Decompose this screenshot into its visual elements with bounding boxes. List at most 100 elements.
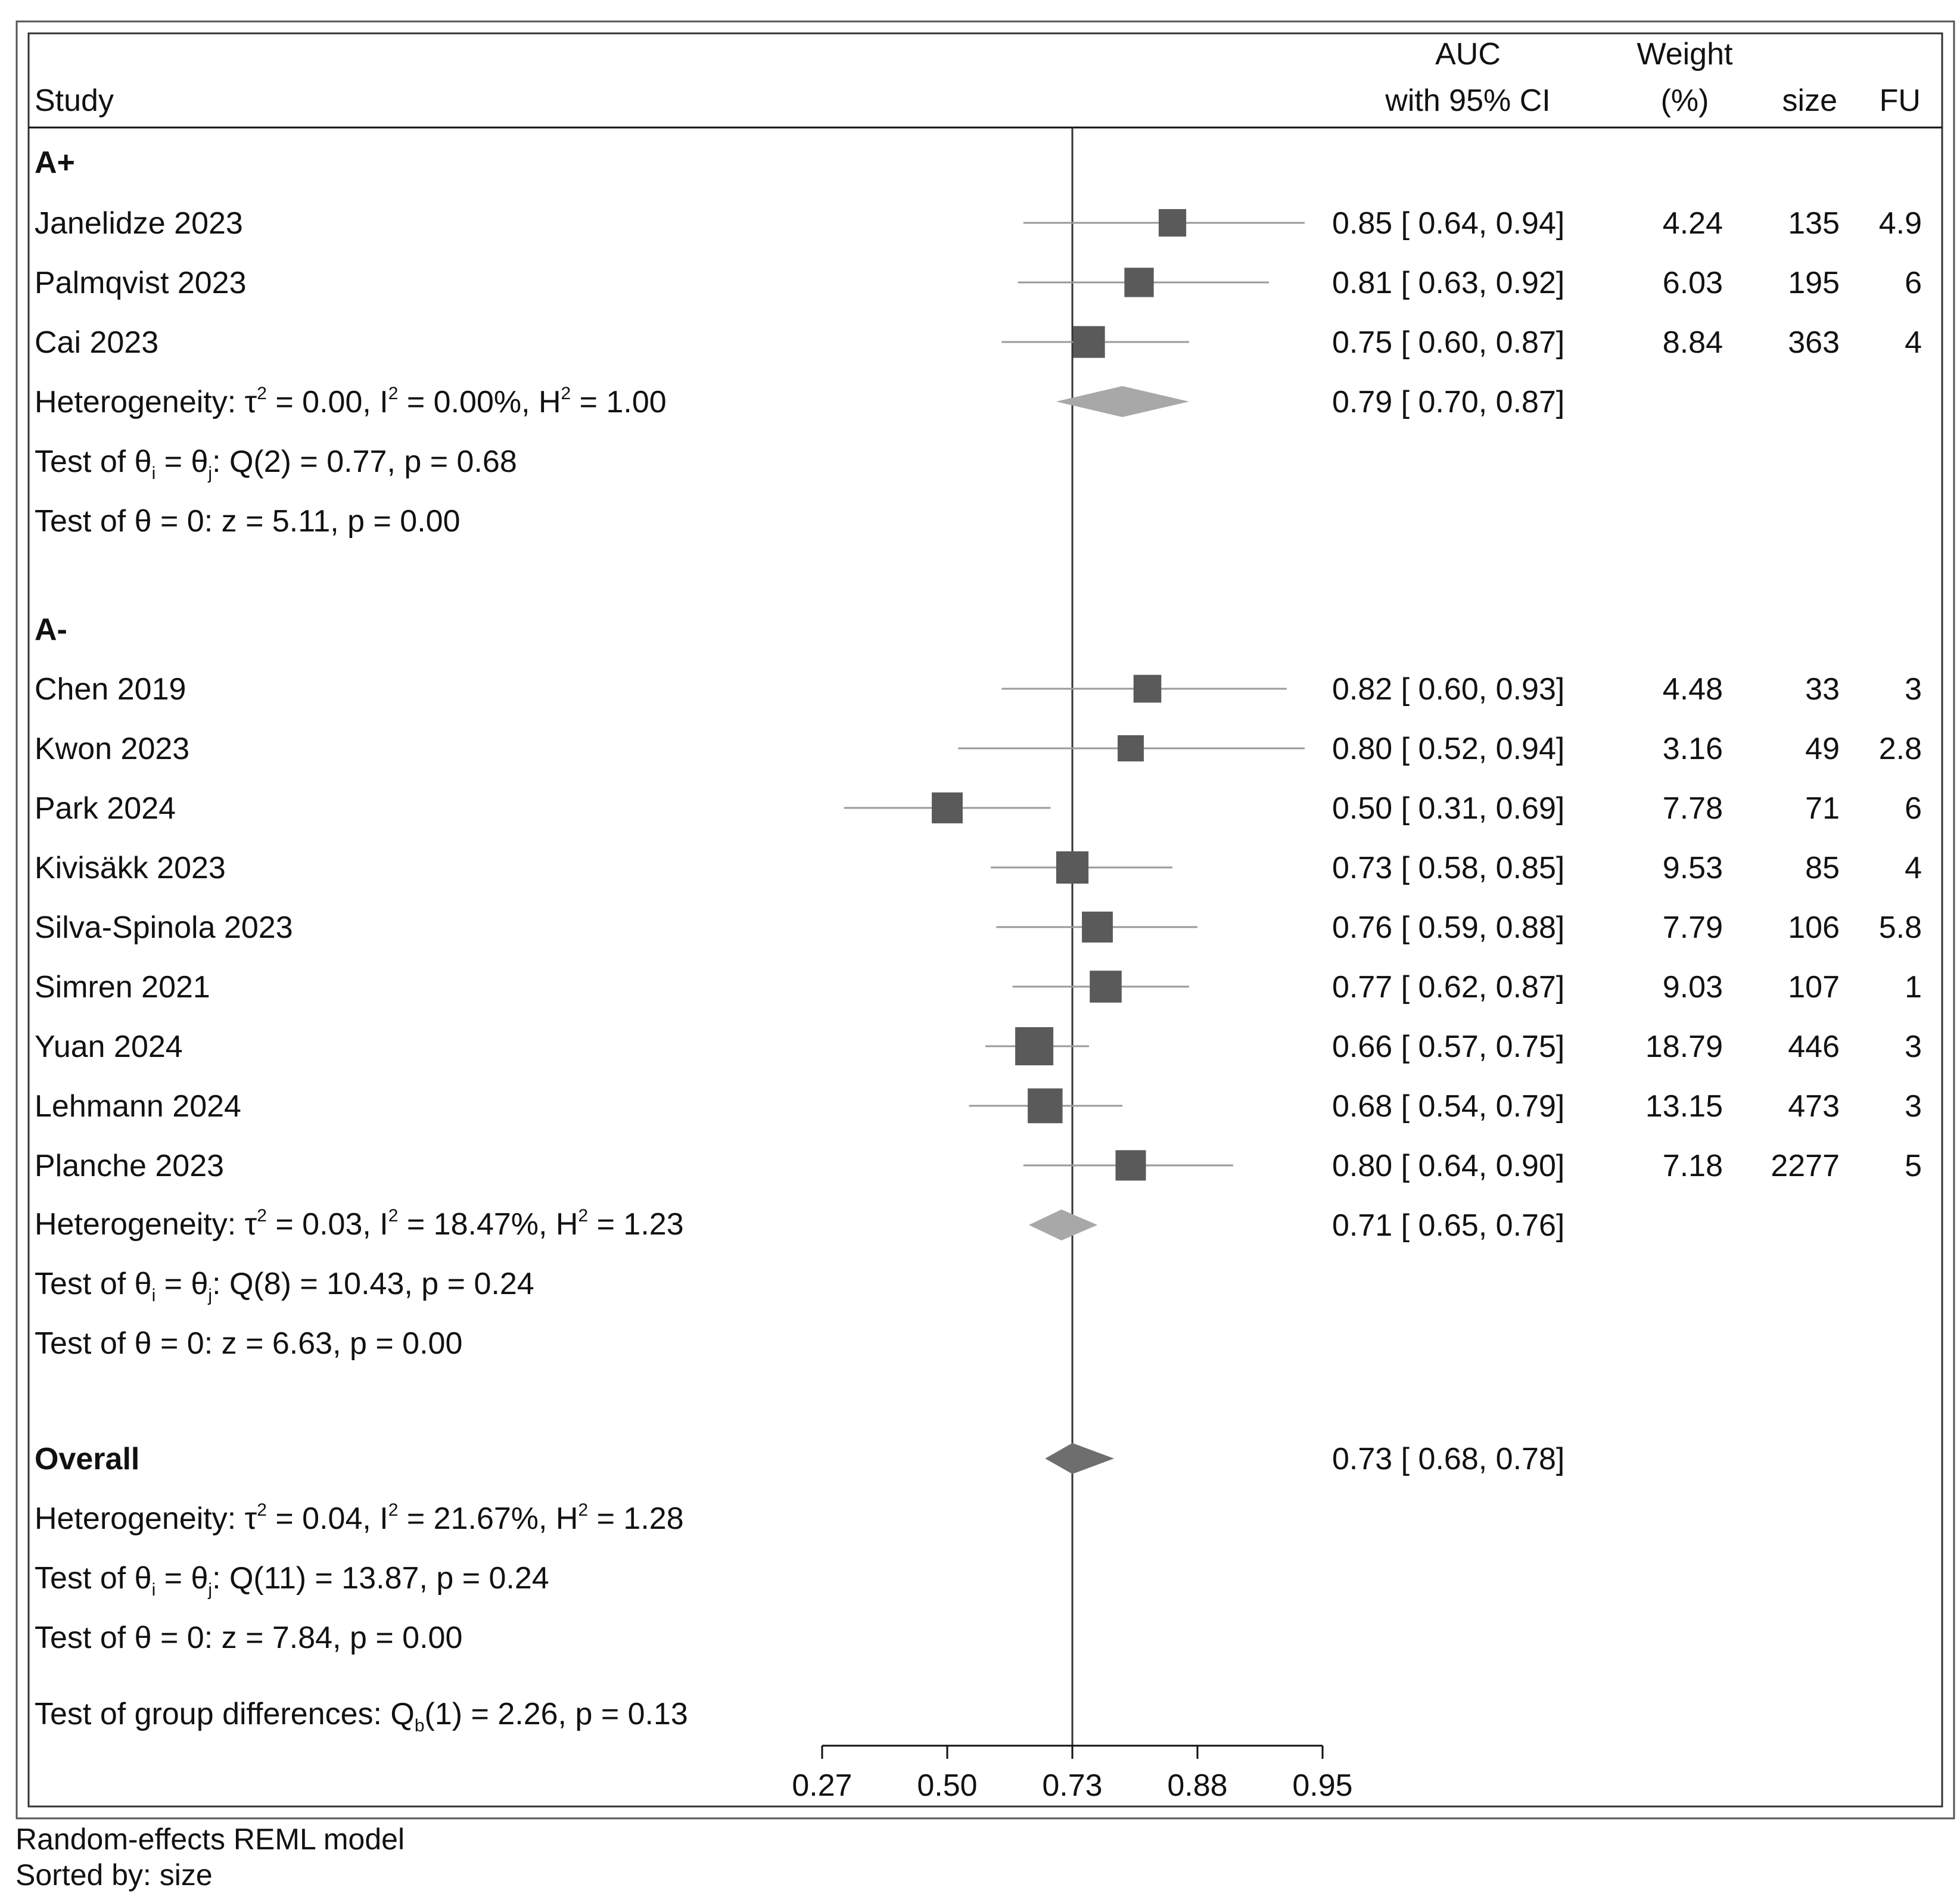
overall-test-z: Test of θ = 0: z = 7.84, p = 0.00 [35, 1621, 462, 1655]
study-marker [1082, 912, 1113, 943]
study-marker [1090, 971, 1122, 1003]
study-name: Silva-Spinola 2023 [35, 910, 293, 945]
study-fu: 2.8 [1879, 732, 1922, 766]
study-fu: 3 [1905, 1089, 1922, 1124]
header-weight-pct: (%) [1661, 83, 1709, 118]
group-diamond [1028, 1209, 1097, 1240]
study-name: Yuan 2024 [35, 1030, 183, 1064]
study-marker [1073, 326, 1105, 358]
study-fu: 5 [1905, 1149, 1922, 1183]
outer-frame [15, 20, 1955, 1820]
study-marker [1015, 1027, 1054, 1065]
study-fu: 3 [1905, 1030, 1922, 1064]
overall-label: Overall [35, 1442, 139, 1476]
study-auc-ci: 0.80 [ 0.64, 0.90] [1332, 1149, 1564, 1183]
overall-diamond-auc-ci: 0.73 [ 0.68, 0.78] [1332, 1442, 1564, 1476]
study-size: 446 [1788, 1030, 1840, 1064]
group-label-a-plus: A+ [35, 145, 75, 180]
header-weight: Weight [1637, 37, 1733, 71]
study-name: Palmqvist 2023 [35, 266, 247, 300]
study-weight: 6.03 [1663, 266, 1723, 300]
study-fu: 4 [1905, 325, 1922, 360]
study-auc-ci: 0.66 [ 0.57, 0.75] [1332, 1030, 1564, 1064]
a-minus-test-z: Test of θ = 0: z = 6.63, p = 0.00 [35, 1326, 462, 1361]
study-auc-ci: 0.68 [ 0.54, 0.79] [1332, 1089, 1564, 1124]
study-marker [1124, 268, 1154, 297]
header-study: Study [35, 83, 114, 118]
study-marker [1056, 851, 1089, 884]
header-fu: FU [1880, 83, 1921, 118]
header-auc-ci: with 95% CI [1385, 83, 1550, 118]
study-fu: 6 [1905, 791, 1922, 826]
study-size: 2277 [1771, 1149, 1840, 1183]
study-size: 135 [1788, 206, 1840, 241]
study-name: Chen 2019 [35, 672, 186, 707]
study-weight: 3.16 [1663, 732, 1723, 766]
study-weight: 7.79 [1663, 910, 1723, 945]
study-marker [1115, 1150, 1146, 1181]
study-weight: 13.15 [1645, 1089, 1723, 1124]
study-size: 33 [1805, 672, 1840, 707]
x-tick-label: 0.95 [1292, 1768, 1352, 1803]
study-marker [1028, 1088, 1063, 1124]
study-name: Kwon 2023 [35, 732, 189, 766]
study-name: Park 2024 [35, 791, 176, 826]
study-fu: 3 [1905, 672, 1922, 707]
study-weight: 4.24 [1663, 206, 1723, 241]
study-fu: 4.9 [1879, 206, 1922, 241]
study-fu: 6 [1905, 266, 1922, 300]
study-marker [932, 792, 963, 823]
header-auc: AUC [1435, 37, 1501, 71]
study-auc-ci: 0.85 [ 0.64, 0.94] [1332, 206, 1564, 241]
study-weight: 9.03 [1663, 970, 1723, 1005]
study-auc-ci: 0.76 [ 0.59, 0.88] [1332, 910, 1564, 945]
study-auc-ci: 0.77 [ 0.62, 0.87] [1332, 970, 1564, 1005]
study-size: 473 [1788, 1089, 1840, 1124]
a-plus-heterogeneity: Heterogeneity: τ2 = 0.00, I2 = 0.00%, H2… [35, 384, 667, 419]
study-fu: 4 [1905, 851, 1922, 885]
study-fu: 5.8 [1879, 910, 1922, 945]
study-name: Cai 2023 [35, 325, 158, 360]
study-size: 363 [1788, 325, 1840, 360]
x-tick-label: 0.27 [792, 1768, 852, 1803]
chart-marks: Janelidze 2023 0.85 [ 0.64, 0.94] 4.24 135 4… [35, 128, 1922, 1803]
study-auc-ci: 0.80 [ 0.52, 0.94] [1332, 732, 1564, 766]
study-size: 71 [1805, 791, 1840, 826]
footer-model: Random-effects REML model [15, 1823, 405, 1856]
x-tick-label: 0.73 [1042, 1768, 1102, 1803]
study-fu: 1 [1905, 970, 1922, 1005]
group-diamond-auc-ci: 0.79 [ 0.70, 0.87] [1332, 385, 1564, 419]
study-weight: 4.48 [1663, 672, 1723, 707]
study-auc-ci: 0.75 [ 0.60, 0.87] [1332, 325, 1564, 360]
study-marker [1158, 209, 1187, 237]
study-weight: 7.78 [1663, 791, 1723, 826]
study-weight: 18.79 [1645, 1030, 1723, 1064]
study-auc-ci: 0.82 [ 0.60, 0.93] [1332, 672, 1564, 707]
study-size: 106 [1788, 910, 1840, 945]
plot-frame [27, 32, 1943, 1808]
group-differences-test: Test of group differences: Qb(1) = 2.26,… [35, 1697, 688, 1736]
overall-heterogeneity: Heterogeneity: τ2 = 0.04, I2 = 21.67%, H… [35, 1500, 684, 1536]
group-diamond-auc-ci: 0.71 [ 0.65, 0.76] [1332, 1208, 1564, 1243]
a-minus-heterogeneity: Heterogeneity: τ2 = 0.03, I2 = 18.47%, H… [35, 1206, 684, 1242]
group-label-a-minus: A- [35, 612, 67, 647]
study-weight: 7.18 [1663, 1149, 1723, 1183]
study-size: 195 [1788, 266, 1840, 300]
study-auc-ci: 0.50 [ 0.31, 0.69] [1332, 791, 1564, 826]
study-weight: 8.84 [1663, 325, 1723, 360]
study-weight: 9.53 [1663, 851, 1723, 885]
study-name: Lehmann 2024 [35, 1089, 241, 1124]
overall-test-q: Test of θi = θj: Q(11) = 13.87, p = 0.24 [35, 1561, 549, 1600]
a-plus-test-q: Test of θi = θj: Q(2) = 0.77, p = 0.68 [35, 444, 517, 483]
overall-diamond [1045, 1443, 1114, 1474]
a-plus-test-z: Test of θ = 0: z = 5.11, p = 0.00 [35, 504, 461, 539]
study-size: 49 [1805, 732, 1840, 766]
footer-sorted: Sorted by: size [15, 1858, 213, 1892]
study-name: Kivisäkk 2023 [35, 851, 226, 885]
group-diamond [1056, 386, 1189, 417]
x-tick-label: 0.88 [1167, 1768, 1227, 1803]
study-name: Planche 2023 [35, 1149, 224, 1183]
study-auc-ci: 0.73 [ 0.58, 0.85] [1332, 851, 1564, 885]
study-marker [1133, 674, 1162, 703]
